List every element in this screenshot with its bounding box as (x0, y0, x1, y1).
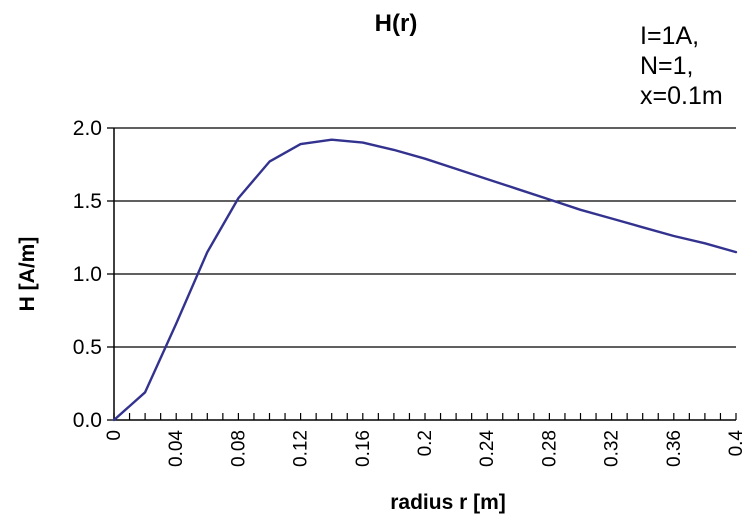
y-tick-label: 2.0 (73, 117, 102, 140)
tick-labels: 0.0 0.5 1.0 1.5 2.0 0 0.04 0.08 0.12 0.16 0.2 0.24 0… (73, 117, 747, 467)
x-tick-label: 0.36 (664, 430, 685, 467)
x-tick-label: 0.24 (477, 430, 498, 467)
annotation-line-2: N=1, (640, 52, 694, 80)
y-tick-label: 0.0 (73, 409, 102, 432)
x-tick-label: 0 (104, 430, 125, 441)
x-tick-label: 0.28 (539, 430, 560, 467)
series-line-0 (112, 138, 738, 422)
series-layer (112, 138, 738, 422)
x-tick-label: 0.16 (353, 430, 374, 467)
y-tick-label: 1.0 (73, 263, 102, 286)
annotation-line-3: x=0.1m (640, 82, 723, 110)
y-tick-label: 1.5 (73, 190, 102, 213)
x-tick-label: 0.08 (228, 430, 249, 467)
x-tick-label: 0.32 (602, 430, 623, 467)
chart-title: H(r) (375, 10, 418, 37)
x-axis-label: radius r [m] (390, 491, 506, 514)
gridlines (114, 127, 736, 348)
annotation-line-1: I=1A, (640, 22, 699, 50)
x-tick-label: 0.12 (291, 430, 312, 467)
x-tick-label: 0.4 (726, 430, 747, 457)
y-tick-label: 0.5 (73, 336, 102, 359)
x-tick-label: 0.04 (166, 430, 187, 467)
x-tick-label: 0.2 (415, 430, 436, 456)
y-axis-label: H [A/m] (16, 237, 39, 312)
